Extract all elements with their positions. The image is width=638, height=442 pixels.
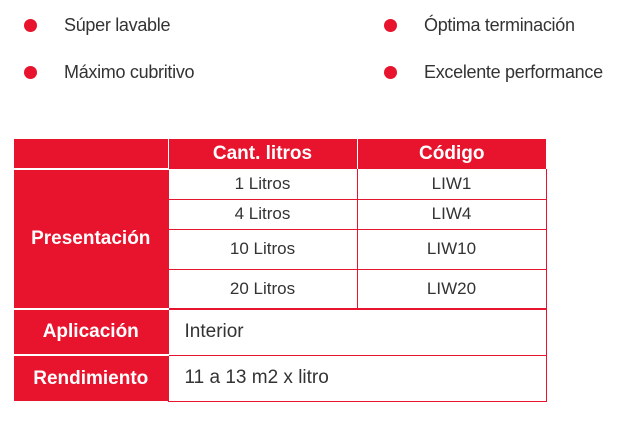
application-value: Interior [167, 308, 547, 356]
table-row: 10 Litros LIW10 [14, 229, 547, 270]
application-label: Aplicación [14, 308, 168, 355]
bullet-dot-icon [384, 66, 397, 79]
feature-label: Súper lavable [64, 15, 171, 35]
feature-label: Máximo cubritivo [64, 62, 195, 82]
feature-label: Excelente performance [424, 62, 603, 82]
header-liters: Cant. litros [168, 139, 358, 169]
yield-value: 11 a 13 m2 x litro [167, 355, 547, 402]
feature-item: Óptima terminación [384, 15, 575, 36]
feature-item: Excelente performance [384, 62, 603, 83]
table-row: 20 Litros LIW20 [14, 269, 547, 310]
header-code: Código [357, 139, 546, 169]
table-row: Aplicación Interior [14, 308, 547, 356]
yield-label: Rendimiento [14, 354, 168, 401]
feature-list: Súper lavable Máximo cubritivo Óptima te… [0, 0, 638, 100]
feature-item: Máximo cubritivo [24, 62, 195, 83]
table-row: Presentación 1 Litros LIW1 [14, 168, 547, 309]
code-cell: LIW10 [356, 229, 547, 270]
bullet-dot-icon [24, 66, 37, 79]
liters-cell: 1 Litros [167, 169, 357, 200]
table-row: 4 Litros LIW4 [14, 199, 547, 230]
liters-cell: 10 Litros [167, 229, 357, 270]
feature-label: Óptima terminación [424, 15, 575, 35]
table-header-row: Cant. litros Código [14, 139, 546, 169]
table-row: Rendimiento 11 a 13 m2 x litro [14, 354, 547, 402]
code-cell: LIW1 [356, 169, 547, 200]
header-blank-cell [14, 139, 169, 169]
bullet-dot-icon [384, 19, 397, 32]
liters-cell: 4 Litros [167, 199, 357, 230]
code-cell: LIW20 [356, 269, 547, 310]
presentation-label: Presentación [14, 168, 168, 309]
spec-table: Cant. litros Código Presentación 1 Litro… [14, 139, 547, 402]
bullet-dot-icon [24, 19, 37, 32]
feature-item: Súper lavable [24, 15, 170, 36]
liters-cell: 20 Litros [167, 269, 357, 310]
code-cell: LIW4 [356, 199, 547, 230]
